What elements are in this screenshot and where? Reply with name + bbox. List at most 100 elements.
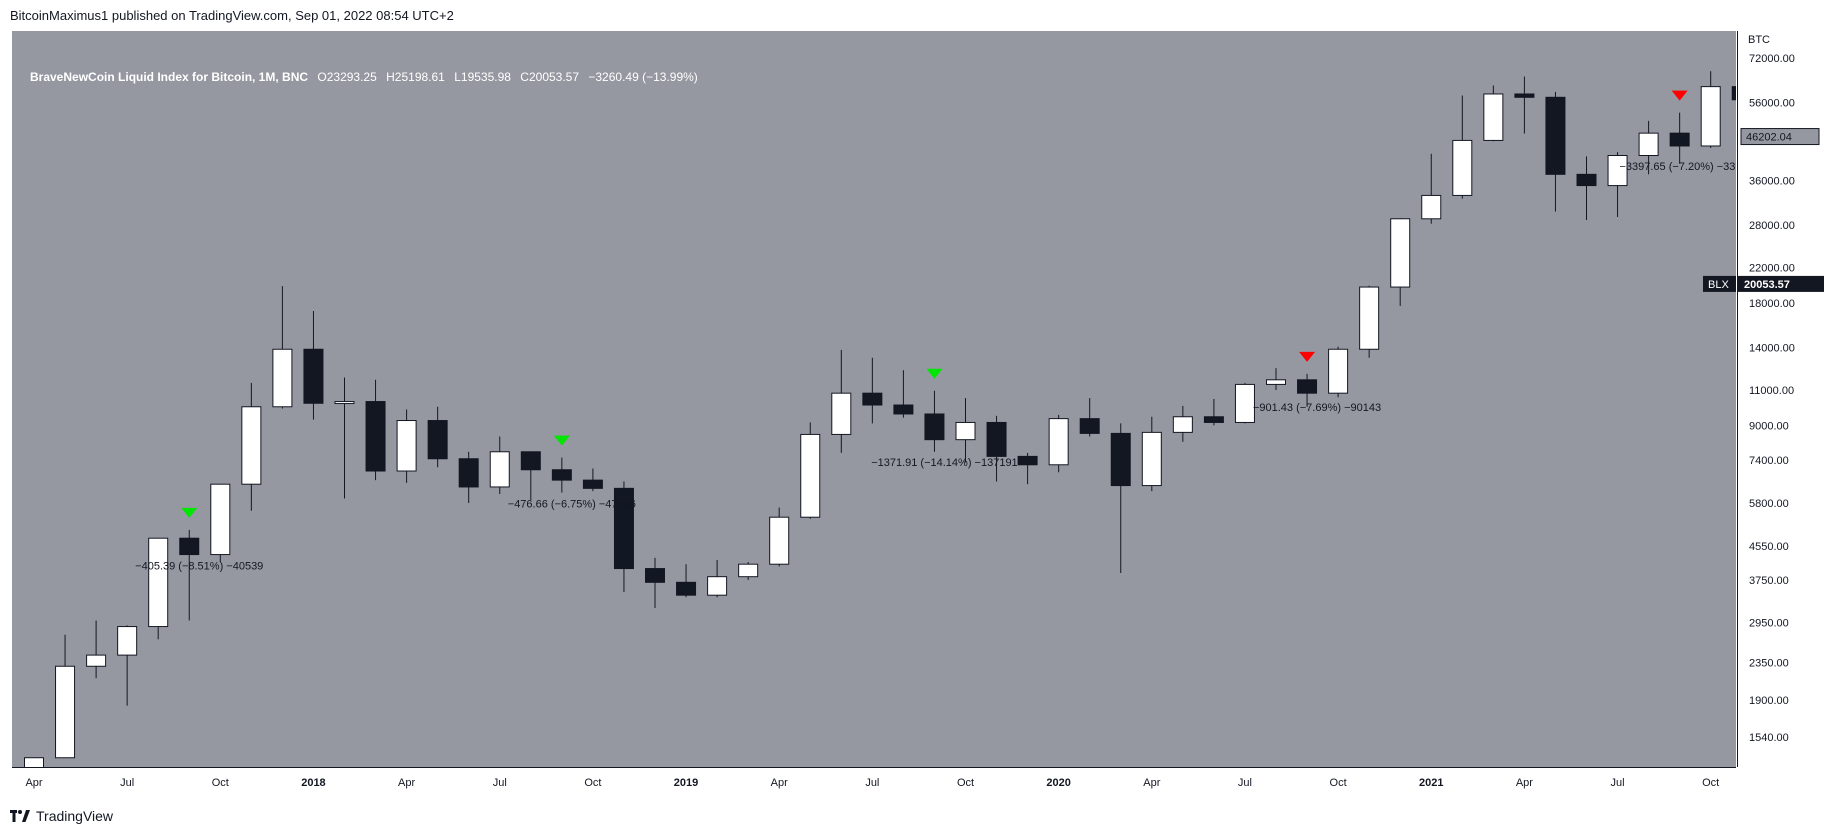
drop-annotation: −3397.65 (−7.20%) −339765: [1619, 161, 1736, 173]
legend-open-label: O: [317, 70, 327, 84]
candle-down: [551, 469, 572, 481]
price-tick-label: 22000.00: [1749, 263, 1795, 275]
candle-up: [1607, 154, 1628, 187]
candle-up: [55, 665, 76, 759]
candle-down: [1545, 96, 1566, 175]
price-tick-label: 2350.00: [1749, 657, 1789, 669]
price-tick-label: 18000.00: [1749, 298, 1795, 310]
legend-close: 20053.57: [528, 70, 580, 84]
legend-symbol: BraveNewCoin Liquid Index for Bitcoin, 1…: [30, 70, 309, 84]
candle-up: [1390, 218, 1411, 288]
candle-up: [1359, 286, 1380, 350]
last-price-label: 46202.04: [1746, 132, 1792, 144]
signal-marker-red: [1299, 351, 1316, 362]
candle-up: [1141, 431, 1162, 487]
time-tick-label: Apr: [398, 777, 415, 789]
candle-down: [365, 401, 386, 472]
candle-up: [86, 654, 107, 667]
time-tick-label: Jul: [865, 777, 879, 789]
candle-up: [1048, 418, 1069, 466]
time-tick-label: 2018: [301, 777, 325, 789]
time-tick-label: 2019: [674, 777, 698, 789]
candle-up: [1700, 86, 1721, 147]
publisher-line: BitcoinMaximus1 published on TradingView…: [10, 8, 454, 23]
candle-up: [272, 348, 293, 408]
time-axis[interactable]: Apr Jul Oct 2018 Apr Jul Oct 2019 Apr Jul Oct 2020 A…: [12, 767, 1736, 796]
candle-down: [582, 479, 603, 489]
time-tick-label: Apr: [25, 777, 42, 789]
time-tick-label: 2020: [1046, 777, 1070, 789]
price-tick-label: 3750.00: [1749, 575, 1789, 587]
candle-down: [303, 348, 324, 404]
candle-up: [1266, 379, 1286, 385]
candle-up: [148, 537, 169, 628]
legend-high-label: H: [386, 70, 395, 84]
price-tick-label: 36000.00: [1749, 176, 1795, 188]
candle-down: [645, 568, 665, 583]
candle-up: [1421, 194, 1442, 220]
candle-up: [1234, 383, 1255, 423]
candle-down: [1017, 455, 1038, 466]
footer-brand-text: TradingView: [36, 808, 114, 824]
time-tick-label: Apr: [1143, 777, 1160, 789]
price-tick-label: 11000.00: [1749, 385, 1794, 397]
candle-up: [1483, 93, 1504, 141]
candle-down: [862, 392, 883, 406]
candle-up: [489, 451, 510, 488]
candle-down: [458, 458, 479, 488]
price-axis[interactable]: BTC 1540.00 1900.00 2350.00 2950.00 3750.00 45…: [1737, 31, 1825, 767]
signal-marker-green: [553, 435, 570, 446]
candle-down: [1731, 86, 1736, 101]
candle-down: [1203, 416, 1224, 423]
chart-area[interactable]: BLX −405.39 (−8.51%) −40539 −476.66 (−6.75…: [12, 31, 1736, 767]
candle-up: [1328, 348, 1349, 394]
signal-marker-green: [181, 507, 198, 518]
price-tick-label: 2950.00: [1749, 617, 1789, 629]
price-tick-label: 5800.00: [1749, 498, 1789, 510]
candle-up: [1172, 416, 1193, 433]
price-tick-label: 14000.00: [1749, 342, 1795, 354]
candle-up: [241, 406, 262, 485]
signal-marker-green: [926, 368, 943, 379]
drop-annotation: −476.66 (−6.75%) −47666: [508, 499, 636, 511]
legend-open: 23293.25: [326, 70, 377, 84]
candle-down: [613, 487, 634, 570]
time-tick-label: Apr: [771, 777, 788, 789]
blx-name-box: [1703, 275, 1736, 292]
candle-down: [1669, 132, 1690, 147]
blx-price-label: 20053.57: [1744, 279, 1790, 291]
candle-up: [800, 433, 821, 518]
time-tick-label: Jul: [493, 777, 507, 789]
candle-up: [707, 576, 728, 596]
candle-down: [1079, 418, 1100, 434]
time-tick-label: Oct: [1330, 777, 1347, 789]
candle-down: [179, 537, 200, 556]
candle-up: [1452, 139, 1473, 196]
price-tick-label: 1540.00: [1749, 732, 1789, 744]
price-tick-label: 72000.00: [1749, 53, 1795, 65]
candle-down: [427, 420, 448, 460]
candle-up: [117, 626, 138, 656]
price-tick-label: 7400.00: [1749, 455, 1789, 467]
time-tick-label: Apr: [1516, 777, 1533, 789]
blx-name-label: BLX: [1708, 279, 1729, 291]
candle-up: [210, 483, 231, 556]
candle-down: [676, 581, 697, 596]
price-tick-label: 4550.00: [1749, 541, 1789, 553]
time-tick-label: Oct: [212, 777, 229, 789]
candle-down: [893, 404, 914, 415]
legend-high: 25198.61: [394, 70, 445, 84]
footer-brand[interactable]: TradingView: [10, 808, 113, 824]
legend-low-label: L: [454, 70, 461, 84]
chart-legend: BraveNewCoin Liquid Index for Bitcoin, 1…: [30, 70, 698, 84]
candle-up: [334, 401, 355, 405]
time-tick-label: Jul: [120, 777, 134, 789]
legend-change: −3260.49 (−13.99%): [588, 70, 698, 84]
candle-up: [1638, 132, 1659, 156]
time-tick-label: 2021: [1419, 777, 1443, 789]
legend-low: 19535.98: [460, 70, 511, 84]
last-price-box: [1740, 128, 1820, 146]
candlestick-plot[interactable]: BLX −405.39 (−8.51%) −40539 −476.66 (−6.75…: [12, 31, 1736, 767]
candle-down: [1297, 379, 1318, 394]
price-tick-label: 28000.00: [1749, 220, 1795, 232]
